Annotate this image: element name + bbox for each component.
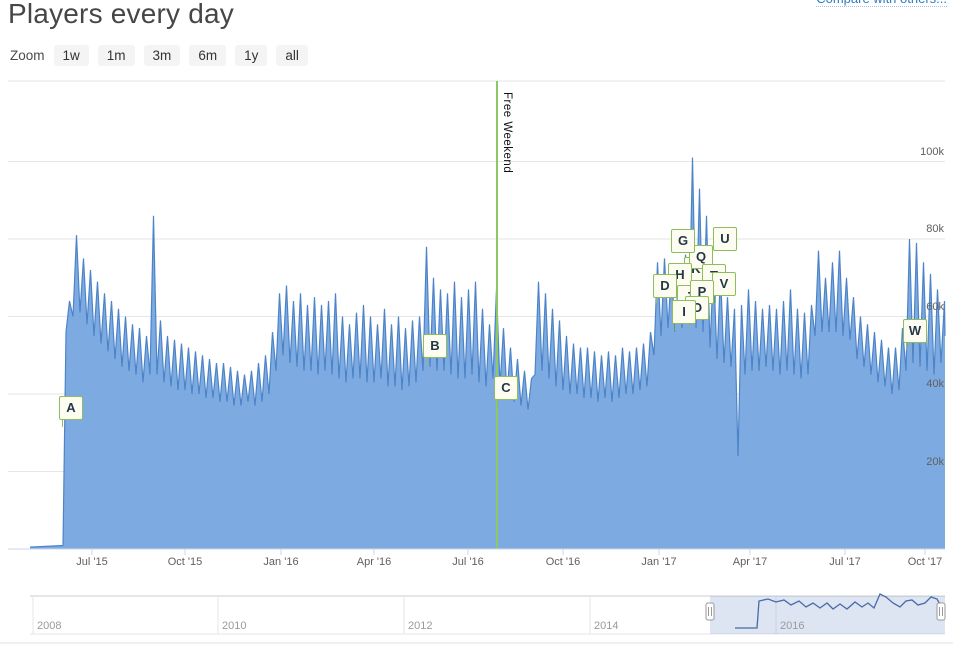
event-flag-G[interactable]: G (671, 229, 695, 253)
zoom-toolbar: Zoom 1w 1m 3m 6m 1y all (10, 45, 308, 66)
flag-stem (426, 357, 427, 365)
event-flag-U[interactable]: U (713, 227, 737, 251)
event-flag-W[interactable]: W (903, 319, 927, 343)
event-flag-I[interactable]: I (672, 300, 696, 324)
flag-stem (715, 295, 716, 303)
event-flag-B[interactable]: B (423, 334, 447, 358)
free-weekend-plotline-label: Free Weekend (501, 92, 513, 174)
flag-stem (675, 323, 676, 331)
page-title: Players every day (8, 0, 234, 29)
event-flag-A[interactable]: A (59, 396, 83, 420)
zoom-button-1m[interactable]: 1m (97, 45, 135, 66)
zoom-button-1w[interactable]: 1w (53, 45, 89, 66)
area-series-line (29, 157, 946, 548)
zoom-button-1y[interactable]: 1y (235, 45, 268, 66)
event-flag-C[interactable]: C (494, 376, 518, 400)
navigator-series-trace (735, 593, 942, 629)
zoom-label: Zoom (10, 48, 45, 63)
compare-link[interactable]: Compare with others... (816, 0, 947, 7)
event-flag-D[interactable]: D (653, 274, 677, 298)
flag-stem (656, 297, 657, 303)
zoom-button-3m[interactable]: 3m (143, 45, 181, 66)
flag-stem (906, 342, 907, 350)
flag-stem (62, 419, 63, 427)
flag-stem (497, 399, 498, 407)
area-series-fill[interactable] (30, 157, 945, 549)
event-flag-V[interactable]: V (712, 272, 736, 296)
zoom-button-6m[interactable]: 6m (189, 45, 227, 66)
zoom-button-all[interactable]: all (276, 45, 308, 66)
